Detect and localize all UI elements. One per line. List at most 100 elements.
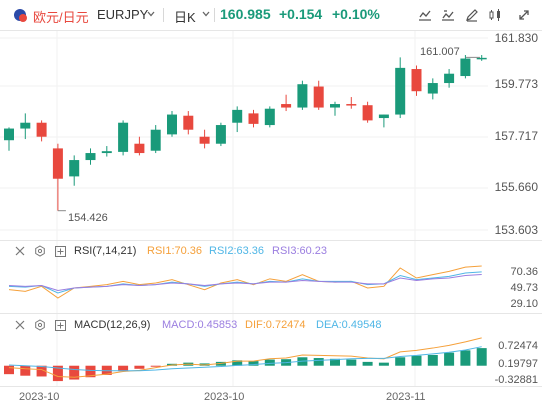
expand-icon[interactable] — [54, 319, 66, 331]
macd-line-dif — [8, 337, 482, 378]
macd-bar — [460, 350, 471, 366]
rsi-axis-tick: 49.73 — [510, 282, 538, 294]
candle-body — [281, 104, 292, 108]
candle-body — [346, 104, 357, 106]
pair-code[interactable]: EURJPY — [97, 7, 149, 22]
draw-icon[interactable] — [462, 5, 482, 25]
macd-bar — [411, 355, 422, 366]
rsi-axis-tick: 70.36 — [510, 266, 538, 278]
expand-icon[interactable] — [54, 245, 66, 257]
header-divider — [214, 8, 215, 22]
candle-body — [167, 114, 177, 135]
macd-axis-tick: -0.32881 — [494, 374, 538, 386]
macd-axis-tick: 0.72474 — [498, 340, 538, 352]
price-axis-tick: 153.603 — [494, 223, 538, 237]
candle-body — [118, 122, 129, 152]
rsi-line-rsi1 — [8, 265, 482, 299]
macd-axis-tick: 0.19797 — [498, 358, 538, 370]
x-axis-label: 2023-10 — [19, 391, 60, 403]
candle-body — [232, 109, 243, 123]
indicator-icon[interactable] — [438, 5, 458, 25]
macd-bar — [248, 361, 259, 366]
macd-bar — [52, 365, 63, 382]
macd-bar — [346, 359, 357, 366]
rsi-title: RSI(7,14,21) — [74, 245, 137, 257]
price-axis-tick: 161.830 — [494, 31, 538, 45]
close-icon[interactable] — [14, 245, 26, 257]
header-divider — [163, 8, 164, 22]
candle-body — [20, 122, 31, 129]
close-icon[interactable] — [14, 319, 26, 331]
last-price: 160.985 — [220, 6, 271, 22]
macd-bar — [444, 352, 455, 366]
candle-body — [476, 57, 487, 60]
macd-bar — [476, 348, 487, 366]
currency-flag-icon — [14, 9, 27, 22]
header-separator — [0, 30, 542, 31]
price-axis-tick: 159.773 — [494, 77, 538, 91]
candle-body — [460, 58, 471, 77]
candle-body — [183, 115, 194, 130]
macd-bar — [330, 358, 340, 366]
candle-body — [330, 104, 340, 108]
panel-separator — [0, 313, 542, 314]
x-axis-label: 2023-10 — [204, 391, 245, 403]
axis-separator — [0, 386, 542, 387]
rsi1-value: RSI1:70.36 — [147, 245, 203, 257]
candle-body — [378, 114, 389, 119]
price-axis-tick: 155.660 — [494, 180, 538, 194]
macd-bar — [427, 354, 438, 366]
candle-body — [134, 143, 145, 154]
candle-body — [215, 125, 226, 144]
macd-bar — [232, 360, 243, 366]
candle-body — [101, 151, 112, 154]
candle-body — [150, 129, 161, 151]
candle-body — [69, 160, 80, 177]
macd-bar — [69, 365, 80, 380]
macd-bar — [378, 362, 389, 366]
macd-bar — [150, 365, 161, 367]
rsi-line-rsi3 — [8, 273, 482, 292]
candle-body — [297, 84, 308, 108]
candle-body — [85, 153, 96, 161]
settings-icon[interactable] — [34, 319, 46, 331]
high-price-label: 161.007 — [420, 46, 460, 58]
period-selector[interactable]: 日K — [174, 10, 196, 25]
x-axis-label: 2023-11 — [386, 391, 426, 403]
candle-body — [248, 113, 259, 124]
macd-bar — [264, 359, 275, 366]
candle-body — [199, 136, 210, 144]
rsi2-value: RSI2:63.36 — [209, 245, 265, 257]
macd-value: MACD:0.45853 — [162, 319, 238, 331]
macd-bar — [4, 365, 14, 375]
macd-title: MACD(12,26,9) — [74, 319, 151, 331]
low-price-label: 154.426 — [68, 212, 108, 224]
price-axis-tick: 157.717 — [494, 129, 538, 143]
chevron-down-icon[interactable] — [201, 9, 211, 19]
macd-bar — [313, 358, 324, 366]
price-change-percent: +0.10% — [332, 6, 380, 22]
macd-bar — [395, 357, 406, 366]
candle-body — [362, 105, 373, 121]
candle-body — [4, 128, 14, 141]
candle-body — [427, 83, 438, 94]
chart-header: 欧元/日元 EURJPY 日K 160.985 +0.154 +0.10% — [0, 0, 542, 30]
price-change: +0.154 — [279, 6, 323, 22]
macd-bar — [134, 365, 145, 369]
macd-bar — [85, 365, 96, 378]
panel-separator — [0, 240, 542, 241]
pair-name[interactable]: 欧元/日元 — [33, 10, 89, 25]
settings-icon[interactable] — [34, 245, 46, 257]
candle-icon[interactable] — [485, 5, 505, 25]
rsi3-value: RSI3:60.23 — [272, 245, 328, 257]
candle-body — [52, 148, 63, 179]
rsi-axis-tick: 29.10 — [510, 298, 538, 310]
chart-style-icon[interactable] — [415, 5, 435, 25]
dif-value: DIF:0.72474 — [245, 319, 306, 331]
candle-body — [264, 108, 275, 126]
fullscreen-icon[interactable] — [514, 5, 534, 25]
chevron-down-icon[interactable] — [146, 9, 156, 19]
macd-line-dea — [8, 346, 482, 372]
candle-body — [313, 86, 324, 108]
